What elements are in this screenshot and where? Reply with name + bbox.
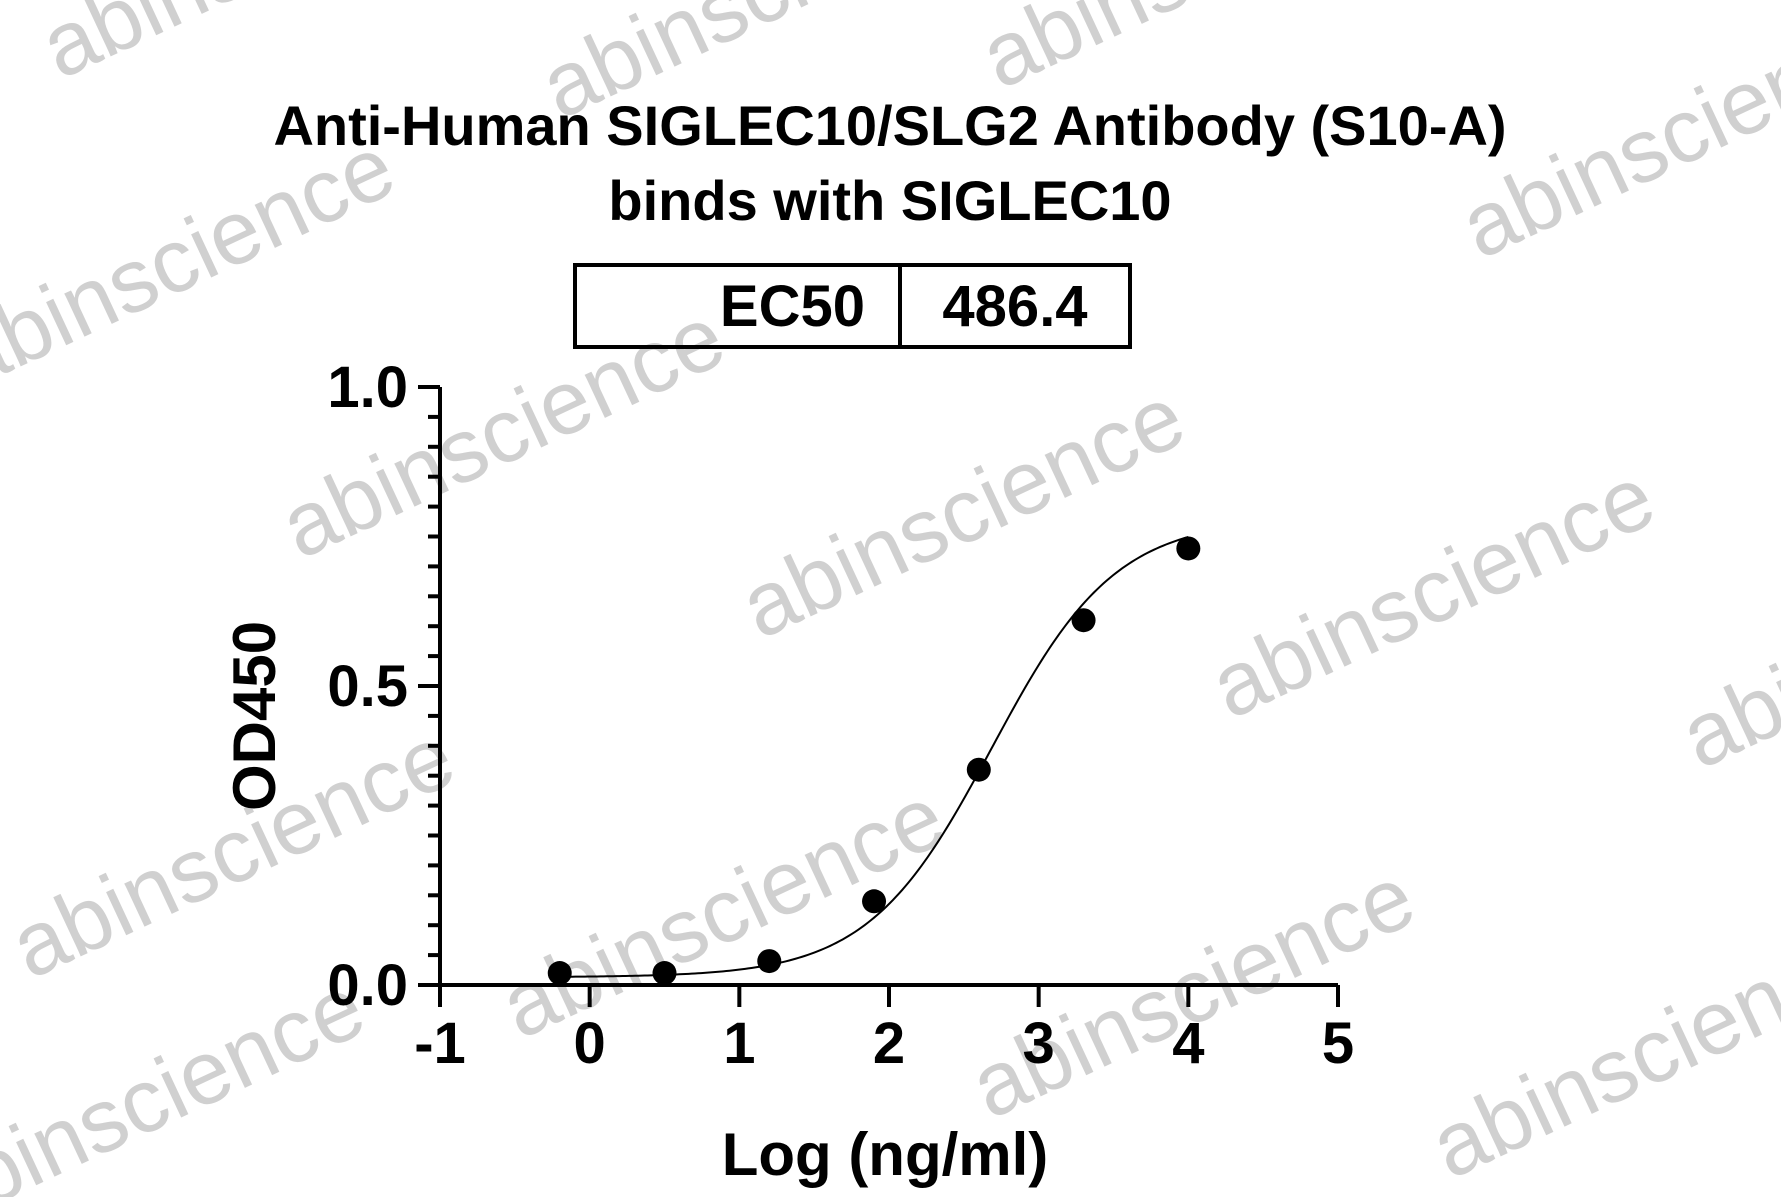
x-tick-label: 5 (1322, 1011, 1354, 1076)
data-point (1071, 608, 1096, 633)
data-point (1176, 536, 1201, 561)
y-axis-title: OD450 (221, 621, 288, 811)
x-axis-title: Log (ng/ml) (722, 1121, 1049, 1188)
y-tick-label: 1.0 (327, 355, 408, 420)
x-tick-label: 1 (723, 1011, 755, 1076)
data-point (757, 949, 782, 974)
y-axis-ticks: 0.0 0.5 1.0 (327, 355, 440, 1018)
y-tick-label: 0.0 (327, 953, 408, 1018)
watermark-text: abinscience (1196, 447, 1669, 739)
watermark-text: abinscience (1666, 497, 1781, 789)
chart-title-line-1: Anti-Human SIGLEC10/SLG2 Antibody (S10-A… (273, 94, 1506, 157)
x-tick-label: -1 (414, 1011, 466, 1076)
data-point (652, 961, 677, 986)
x-axis-ticks: -1 0 1 2 3 4 5 (414, 985, 1354, 1076)
data-point (966, 757, 991, 782)
watermark-text: abinscience (26, 0, 499, 98)
data-point (547, 961, 572, 986)
axes: 0.0 0.5 1.0 -1 0 1 2 3 4 5 (327, 355, 1354, 1076)
watermark-text: abinscience (726, 367, 1199, 659)
watermark-text: abinscience (266, 287, 739, 579)
x-tick-label: 3 (1023, 1011, 1055, 1076)
watermark-text: abinscience (966, 0, 1439, 108)
ec50-value: 486.4 (942, 274, 1087, 339)
watermark-text: abinscience (0, 957, 379, 1197)
chart-title-line-2: binds with SIGLEC10 (608, 169, 1171, 232)
x-tick-label: 2 (873, 1011, 905, 1076)
ec50-table: EC50 486.4 (573, 263, 1132, 349)
ec50-label: EC50 (720, 274, 865, 339)
ec50-table-border (573, 263, 1132, 349)
watermark-text: abinscience (956, 847, 1429, 1139)
data-point (862, 889, 887, 914)
y-tick-label: 0.5 (327, 654, 408, 719)
x-tick-label: 4 (1172, 1011, 1204, 1076)
data-points-layer (547, 536, 1201, 986)
watermark-text: abinscience (1416, 907, 1781, 1197)
x-tick-label: 0 (574, 1011, 606, 1076)
